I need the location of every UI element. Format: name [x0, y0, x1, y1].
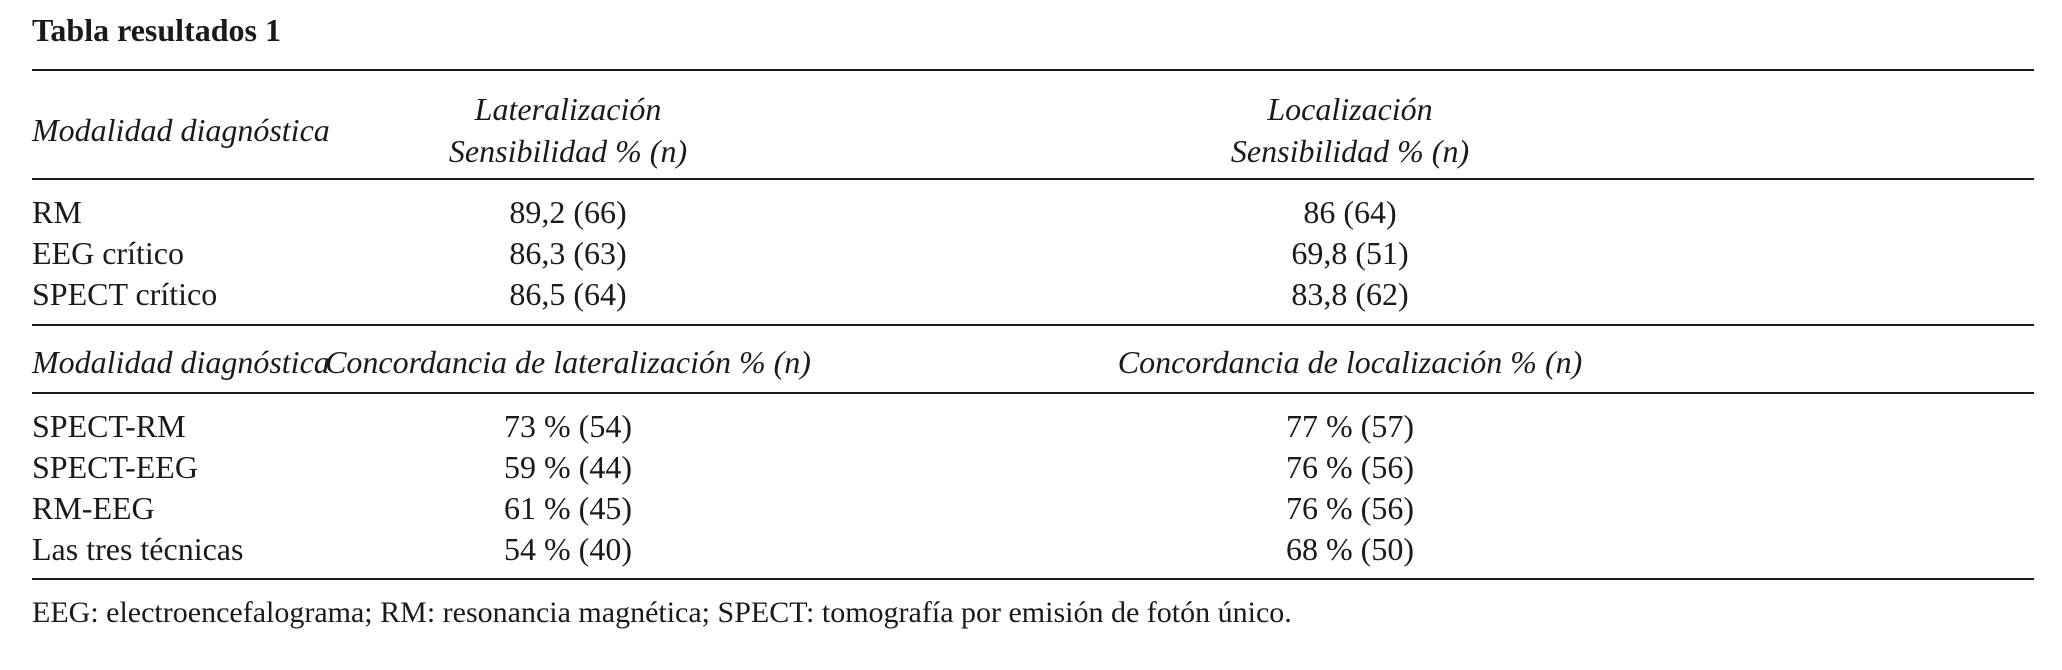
row-localization: 68 % (50): [1286, 531, 1414, 567]
row-localization: 69,8 (51): [1291, 235, 1409, 271]
row-lateralization: 86,3 (63): [509, 235, 627, 271]
table-footnote: EEG: electroencefalograma; RM: resonanci…: [32, 596, 1292, 629]
row-localization: 76 % (56): [1286, 490, 1414, 526]
header-concordance-lateralization: Concordancia de lateralización % (n): [325, 344, 811, 380]
header-localization-line1: Localización: [1267, 91, 1433, 127]
row-modality: EEG crítico: [32, 235, 184, 271]
row-localization: 86 (64): [1303, 194, 1397, 230]
row-modality: SPECT crítico: [32, 276, 218, 312]
bottom-rule: [32, 578, 2034, 580]
row-localization: 77 % (57): [1286, 408, 1414, 444]
row-lateralization: 86,5 (64): [509, 276, 627, 312]
row-localization: 76 % (56): [1286, 449, 1414, 485]
top-rule: [32, 69, 2034, 71]
header-rule-2: [32, 392, 2034, 394]
header-modality: Modalidad diagnóstica: [32, 344, 330, 380]
row-modality: RM-EEG: [32, 490, 155, 526]
row-modality: RM: [32, 194, 82, 230]
header-localization-line2: Sensibilidad % (n): [1230, 133, 1470, 169]
row-modality: SPECT-RM: [32, 408, 186, 444]
table-title: Tabla resultados 1: [32, 12, 281, 48]
header-concordance-localization: Concordancia de localización % (n): [1117, 344, 1583, 380]
row-lateralization: 73 % (54): [504, 408, 632, 444]
row-modality: Las tres técnicas: [32, 531, 244, 567]
row-lateralization: 54 % (40): [504, 531, 632, 567]
section-divider: [32, 324, 2034, 326]
row-modality: SPECT-EEG: [32, 449, 198, 485]
row-localization: 83,8 (62): [1291, 276, 1409, 312]
header-modality: Modalidad diagnóstica: [32, 112, 330, 148]
header-localization: Localización Sensibilidad % (n): [1000, 88, 1700, 172]
row-lateralization: 61 % (45): [504, 490, 632, 526]
header-rule-1: [32, 178, 2034, 180]
header-lateralization-line2: Sensibilidad % (n): [448, 133, 688, 169]
row-lateralization: 89,2 (66): [509, 194, 627, 230]
row-lateralization: 59 % (44): [504, 449, 632, 485]
header-lateralization-line1: Lateralización: [474, 91, 662, 127]
header-lateralization: Lateralización Sensibilidad % (n): [218, 88, 918, 172]
